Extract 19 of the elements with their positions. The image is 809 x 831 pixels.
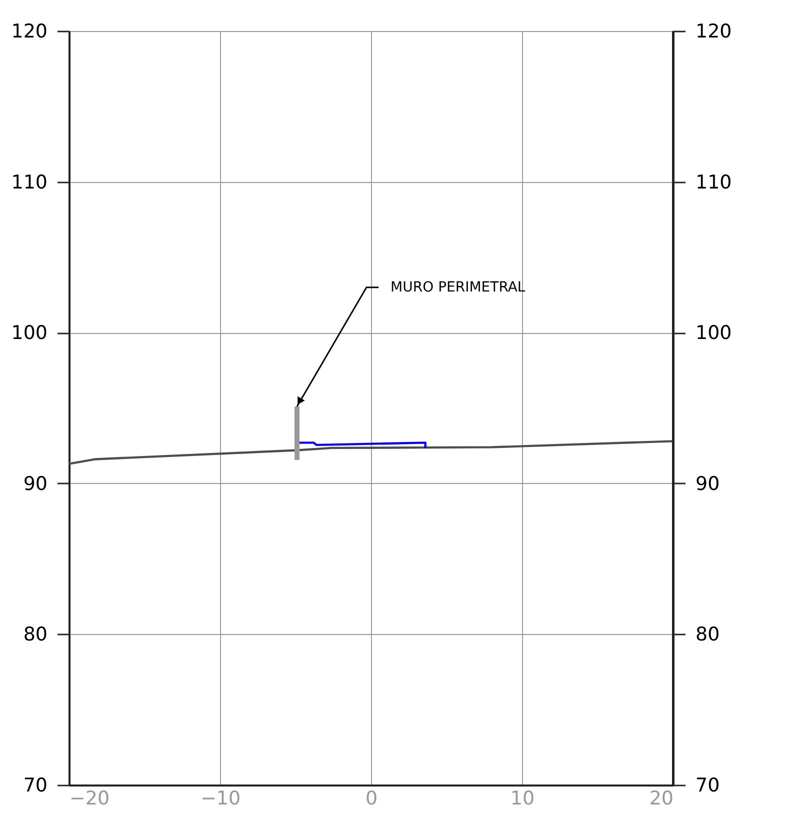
- y2-tick-label: 110: [696, 171, 732, 194]
- y-tick-label: 120: [11, 20, 48, 42]
- y-tick-label: 80: [23, 624, 48, 646]
- y-tick-label: 110: [11, 171, 48, 194]
- x-tick-label: 0: [365, 788, 378, 810]
- y-tick-label: 70: [23, 774, 48, 796]
- y2-tick-label: 120: [696, 20, 732, 42]
- y-tick-label: 100: [11, 322, 48, 344]
- y2-tick-label: 90: [696, 472, 720, 495]
- x-tick-label: −10: [200, 788, 241, 810]
- y-tick-label: 90: [23, 472, 48, 495]
- y2-tick-label: 100: [696, 322, 732, 344]
- x-tick-label: 10: [510, 788, 535, 810]
- y2-tick-label: 70: [696, 774, 720, 796]
- y2-tick-label: 80: [696, 624, 720, 646]
- x-tick-label: 20: [649, 788, 674, 810]
- x-tick-label: −20: [70, 788, 110, 810]
- line-series: [68, 440, 674, 465]
- annotation: MURO PERIMETRAL: [390, 279, 526, 296]
